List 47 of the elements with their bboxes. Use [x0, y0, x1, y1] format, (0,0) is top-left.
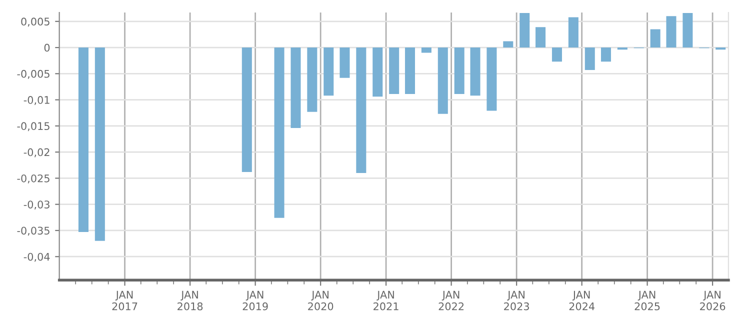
x-tick-label: JAN 2025 — [634, 290, 660, 310]
bar — [421, 48, 432, 53]
x-tick-label: JAN 2019 — [242, 290, 268, 310]
bar — [274, 48, 284, 218]
bar — [242, 48, 252, 172]
bar — [438, 48, 448, 114]
bar — [486, 48, 497, 111]
bar — [520, 13, 530, 48]
x-tick-label: JAN 2023 — [504, 290, 529, 310]
bar — [324, 48, 334, 96]
bar — [307, 48, 318, 112]
y-tick-label: -0,035 — [17, 226, 50, 236]
y-tick-label: -0,02 — [24, 148, 50, 158]
bar — [389, 48, 400, 94]
y-tick-label: -0,005 — [17, 70, 50, 79]
bar — [290, 48, 301, 128]
y-tick-label: 0 — [44, 44, 50, 52]
bar — [666, 16, 676, 48]
y-tick-label: -0,015 — [17, 122, 50, 132]
x-tick-label: JAN 2024 — [569, 290, 595, 310]
bar — [650, 29, 660, 48]
x-tick-label: JAN 2026 — [700, 290, 726, 310]
y-tick-label: 0,005 — [21, 18, 50, 27]
bar — [340, 48, 350, 78]
y-tick-label: -0,03 — [24, 200, 50, 210]
x-tick-label: JAN 2020 — [308, 290, 334, 310]
bar — [372, 48, 383, 97]
bar — [568, 17, 578, 48]
x-tick-label: JAN 2017 — [112, 290, 138, 310]
x-tick-label: JAN 2021 — [374, 290, 398, 310]
bar — [454, 48, 464, 94]
y-tick-label: -0,01 — [24, 96, 50, 105]
bar — [552, 48, 562, 62]
bar — [78, 48, 88, 232]
bar — [600, 48, 611, 62]
bar — [584, 48, 595, 70]
bar — [536, 27, 546, 48]
bar — [356, 48, 366, 173]
bar — [682, 13, 693, 48]
x-tick-label: JAN 2018 — [178, 290, 203, 310]
bar — [503, 41, 514, 48]
bar — [404, 48, 415, 94]
y-tick-label: -0,025 — [17, 174, 50, 184]
bar — [470, 48, 480, 96]
bar — [94, 48, 105, 241]
x-tick-label: JAN 2022 — [438, 290, 464, 310]
y-tick-label: -0,04 — [24, 252, 50, 262]
